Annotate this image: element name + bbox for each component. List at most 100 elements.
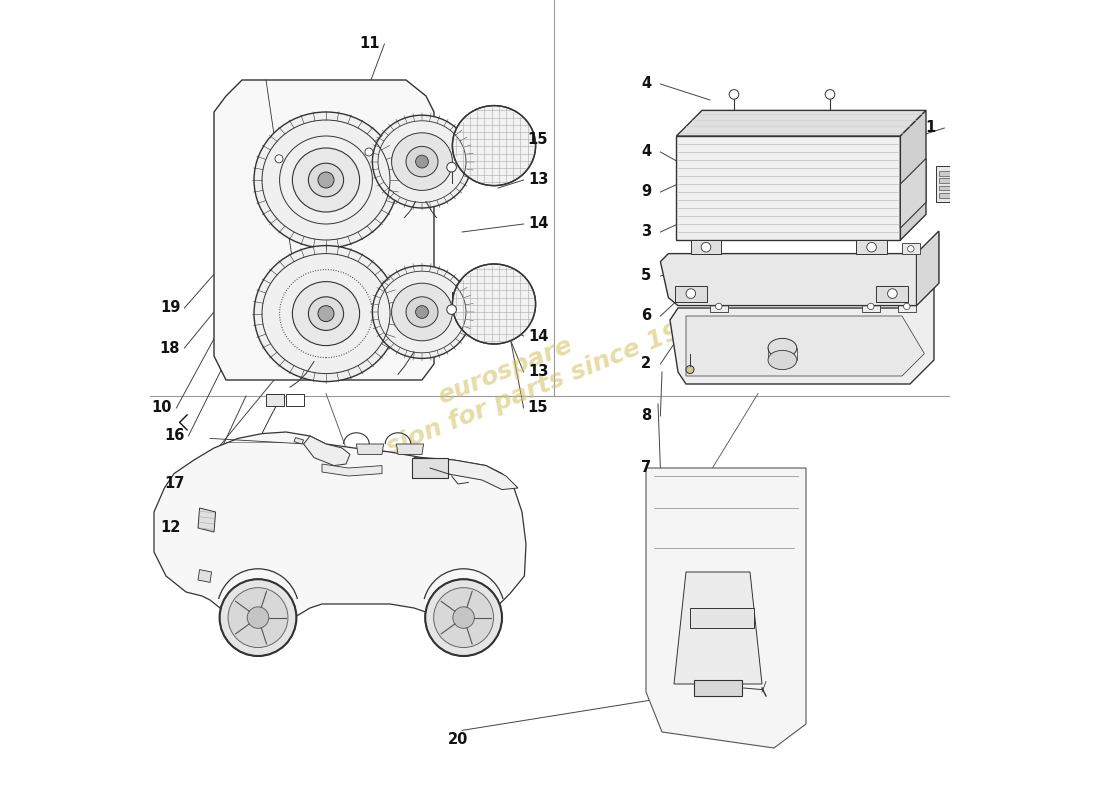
Text: 17: 17 [164,477,184,491]
Ellipse shape [392,133,452,190]
Circle shape [874,246,880,252]
Circle shape [447,305,456,314]
Polygon shape [198,508,216,532]
Text: 16: 16 [164,429,184,443]
Polygon shape [214,80,434,380]
Bar [710,301,727,312]
Ellipse shape [416,306,428,318]
Circle shape [248,607,268,628]
Text: 11: 11 [360,37,381,51]
Polygon shape [857,240,887,254]
Polygon shape [686,316,924,376]
Ellipse shape [452,264,536,344]
Text: 2: 2 [641,357,651,371]
Bar [938,171,954,176]
Text: 19: 19 [160,301,180,315]
Polygon shape [916,231,938,306]
Text: 3: 3 [641,225,651,239]
Ellipse shape [308,297,343,330]
Bar [412,458,448,478]
Polygon shape [154,432,526,622]
Polygon shape [670,288,934,384]
Text: 8: 8 [641,409,651,423]
Circle shape [220,579,296,656]
Polygon shape [676,110,926,136]
Text: 5: 5 [641,269,651,283]
Circle shape [729,90,739,99]
Ellipse shape [392,283,452,341]
Bar [902,243,920,254]
Ellipse shape [373,266,472,358]
Ellipse shape [768,350,796,370]
Polygon shape [901,158,926,228]
Ellipse shape [452,106,536,186]
Text: 13: 13 [528,173,548,187]
Ellipse shape [293,148,360,212]
Circle shape [447,162,456,172]
Polygon shape [322,464,382,476]
Text: 6: 6 [641,309,651,323]
Text: 15: 15 [528,401,548,415]
Text: 15: 15 [528,133,548,147]
Text: 10: 10 [152,401,173,415]
Ellipse shape [768,338,796,358]
Text: 14: 14 [528,217,548,231]
Circle shape [888,289,898,298]
Ellipse shape [254,112,398,248]
Polygon shape [646,468,806,748]
Text: 4: 4 [641,145,651,159]
Circle shape [426,579,502,656]
Bar [286,394,304,406]
Circle shape [365,148,373,156]
Bar [266,394,284,406]
Ellipse shape [373,115,472,208]
Polygon shape [356,444,384,454]
Bar [898,301,915,312]
Text: 20: 20 [448,733,469,747]
Ellipse shape [318,306,334,322]
Bar [696,243,714,254]
Circle shape [868,303,875,310]
Circle shape [686,289,695,298]
Polygon shape [198,570,211,582]
Text: eurospare
a passion for parts since 1982: eurospare a passion for parts since 1982 [302,280,717,488]
Polygon shape [674,286,707,302]
Bar [938,178,954,183]
Polygon shape [691,240,722,254]
Text: 7: 7 [641,461,651,475]
Polygon shape [414,458,518,490]
Text: 18: 18 [160,341,180,355]
Circle shape [716,303,722,310]
Circle shape [453,607,474,628]
Circle shape [908,246,914,252]
Circle shape [867,242,877,252]
Polygon shape [901,110,926,240]
Text: 12: 12 [160,521,180,535]
Circle shape [825,90,835,99]
Ellipse shape [406,146,438,177]
Bar [862,301,880,312]
Polygon shape [674,572,762,684]
Circle shape [903,303,910,310]
Circle shape [686,366,694,374]
Ellipse shape [308,163,343,197]
Polygon shape [304,436,350,466]
Circle shape [701,242,711,252]
Polygon shape [676,136,901,240]
Circle shape [702,246,708,252]
Bar [938,193,954,198]
Text: 4: 4 [641,77,651,91]
Ellipse shape [406,297,438,327]
Ellipse shape [293,282,360,346]
Text: 9: 9 [641,185,651,199]
Text: 1: 1 [925,121,935,135]
Bar [868,243,886,254]
Text: 13: 13 [528,365,548,379]
Polygon shape [294,438,304,444]
Bar [938,186,954,190]
Ellipse shape [416,155,428,168]
Circle shape [228,588,288,647]
Bar [936,166,959,202]
Bar [694,680,743,696]
Circle shape [433,588,494,647]
